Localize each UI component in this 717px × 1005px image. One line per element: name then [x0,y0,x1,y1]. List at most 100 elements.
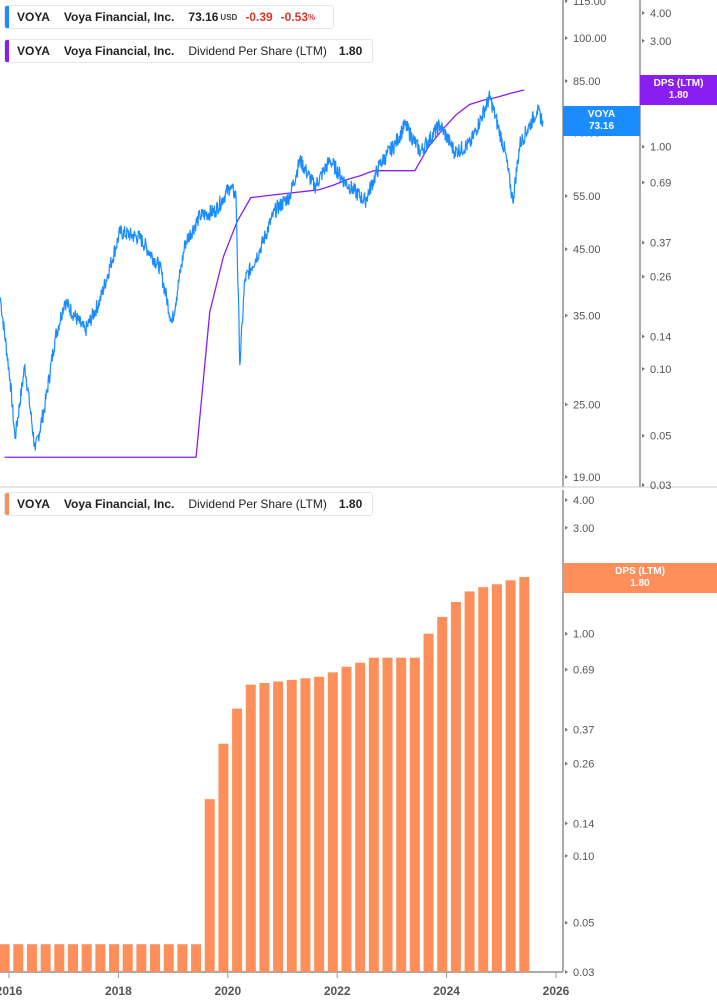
dps-axis-tick-label: 0.37 [650,238,671,250]
legend-value: 1.80 [338,44,363,58]
bottom-y-axis-tick-label: 0.69 [573,665,594,677]
price-axis-tick-mark [565,194,568,199]
dps-bar [327,672,338,972]
price-axis-tick-mark [565,247,568,252]
price-series-marker [5,6,9,28]
legend-company: Voya Financial, Inc. [63,497,175,511]
x-tick-label: 2018 [105,984,132,998]
legend-company: Voya Financial, Inc. [63,44,175,58]
dps-axis-tick-mark [642,240,645,245]
dps-bar [437,616,448,972]
dps-axis-tick-mark [642,274,645,279]
bottom-y-axis-tick-label: 4.00 [573,495,594,507]
price-axis-tick-label: 19.00 [573,472,601,484]
dps-bar [163,944,174,972]
legend-pct-sign: % [308,12,316,22]
bottom-y-axis-tick-mark [565,853,568,858]
dps-bar [150,944,161,972]
dps-bar [218,743,229,972]
x-tick-label: 2022 [324,984,351,998]
legend-metric: Dividend Per Share (LTM) [188,44,327,58]
bottom-y-axis-tick-mark [565,727,568,732]
bottom-y-axis-tick-label: 3.00 [573,523,594,535]
legend-ticker: VOYA [17,44,50,58]
dps-axis-tick-mark [642,180,645,185]
dps-axis-tick-label: 0.26 [650,272,671,284]
bottom-y-axis-tick-label: 0.37 [573,725,594,737]
dps-axis-tick-mark [642,366,645,371]
dps-axis-tick-label: 3.00 [650,36,671,48]
dps-bar [273,681,284,972]
dps-top-legend[interactable]: VOYA Voya Financial, Inc. Dividend Per S… [4,39,374,63]
price-axis-tick-label: 45.00 [573,244,601,256]
dps-bar [40,944,51,972]
dps-axis-tick-mark [642,144,645,149]
dps-axis-tick-label: 0.10 [650,364,671,376]
dps-top-tag: DPS (LTM) 1.80 [640,75,717,105]
price-axis-tick-label: 35.00 [573,311,601,323]
legend-price: 73.16 [188,10,219,24]
dps-bar [519,577,530,972]
legend-change: -0.39 [245,10,273,24]
dps-bar [464,591,475,972]
dps-axis-tick-mark [642,38,645,43]
dps-bar [109,944,120,972]
dps-bar [341,666,352,972]
bottom-y-axis-tick-mark [565,970,568,974]
dps-axis-tick-label: 0.05 [650,431,671,443]
bottom-y-axis-tick-label: 0.10 [573,851,594,863]
price-axis-tick-label: 25.00 [573,399,601,411]
dps-bar [191,944,202,972]
dps-bar-marker [5,493,9,515]
dps-tag-value: 1.80 [668,90,689,101]
bottom-y-axis-tick-mark [565,667,568,672]
dps-axis-tick-label: 0.03 [650,480,671,492]
dps-axis-tick-label: 0.69 [650,178,671,190]
dps-axis-tick-label: 1.00 [650,142,671,154]
dps-bar [95,944,106,972]
bottom-y-axis-tick-mark [565,631,568,636]
price-axis-tick-label: 55.00 [573,191,601,203]
dps-bar [232,708,243,972]
dps-bottom-legend[interactable]: VOYA Voya Financial, Inc. Dividend Per S… [4,492,374,516]
dps-bar [286,679,297,972]
dps-bar [491,584,502,972]
dps-axis-tick-label: 4.00 [650,8,671,20]
dps-tag-label: DPS (LTM) [615,566,665,577]
dps-bar [177,944,188,972]
bottom-y-axis-tick-label: 0.26 [573,759,594,771]
price-axis-tick-mark [565,475,568,479]
dps-bar [54,944,65,972]
dps-bar [355,662,366,972]
bottom-y-axis-tick-mark [565,761,568,766]
price-line [0,90,544,451]
dps-bar [245,684,256,972]
dps-bar [0,944,10,972]
price-axis-tick-mark [565,78,568,83]
dps-bar [204,799,215,972]
bottom-y-axis-tick-label: 0.03 [573,967,594,979]
legend-value: 1.80 [338,497,363,511]
dps-bar [423,633,434,972]
dps-axis-tick-label: 0.14 [650,331,671,343]
dps-bar [505,580,516,972]
dps-tag-value: 1.80 [630,578,650,589]
legend-currency: USD [220,12,238,22]
dps-bar [81,944,92,972]
price-legend[interactable]: VOYA Voya Financial, Inc. 73.16 USD -0.3… [4,5,335,29]
dps-tag-label: DPS (LTM) [653,78,704,89]
bottom-y-axis-tick-mark [565,920,568,925]
dps-bar [259,683,270,972]
legend-ticker: VOYA [17,497,50,511]
dps-bar [122,944,133,972]
bottom-y-axis-tick-label: 1.00 [573,629,594,641]
dps-bar [136,944,147,972]
price-axis-tick-label: 85.00 [573,76,601,88]
legend-ticker: VOYA [17,10,50,24]
x-tick-label: 2020 [214,984,241,998]
dps-bar [409,657,420,972]
dps-bar [26,944,37,972]
dps-bar [314,676,325,972]
price-axis-tick-mark [565,0,568,4]
